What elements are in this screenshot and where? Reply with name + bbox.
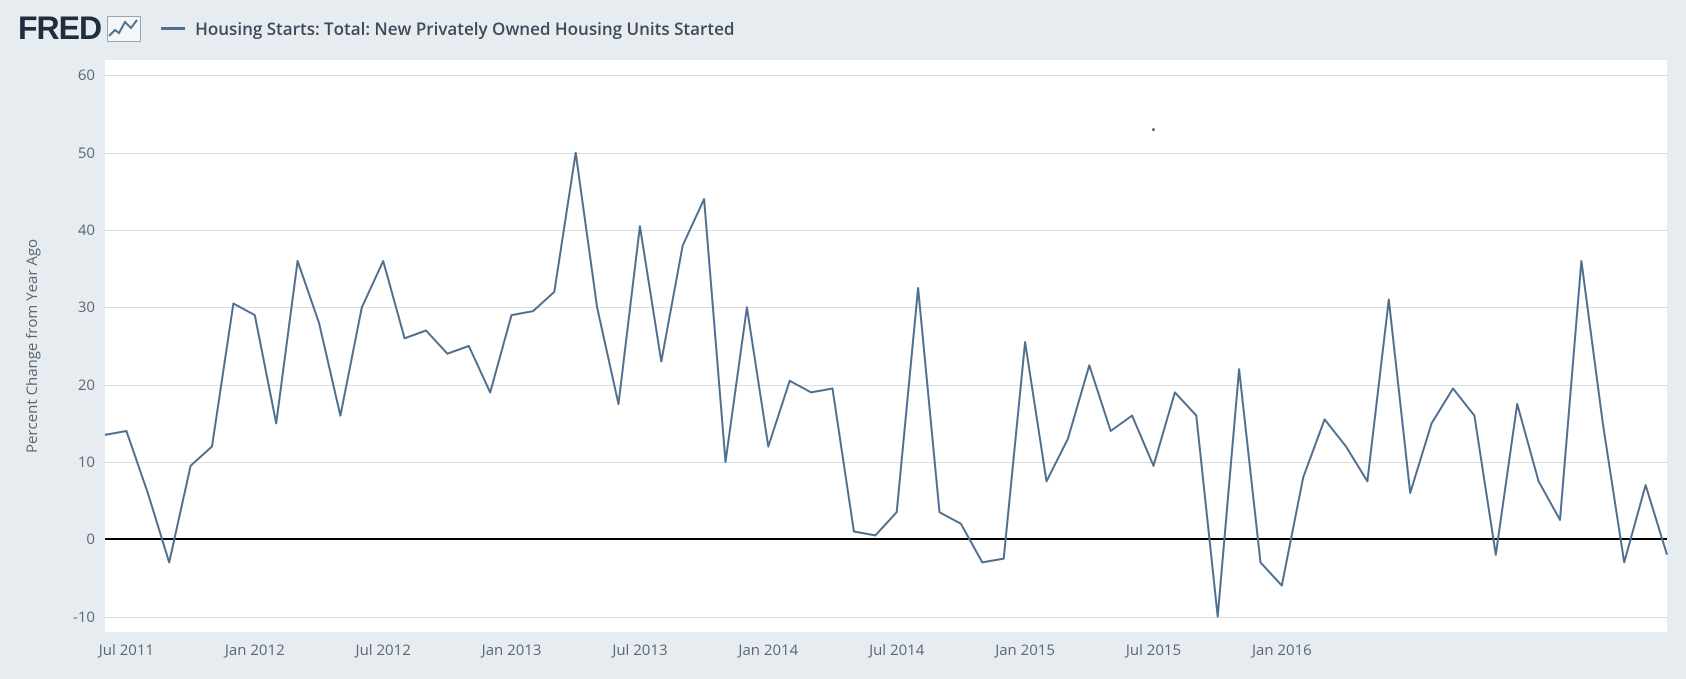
- y-tick-label: 60: [78, 65, 95, 85]
- x-tick-label: Jan 2015: [995, 640, 1055, 660]
- y-tick-label: 0: [86, 529, 95, 549]
- x-tick-label: Jan 2012: [225, 640, 285, 660]
- y-axis-label: Percent Change from Year Ago: [22, 239, 42, 453]
- fred-logo: FRED: [18, 10, 141, 47]
- y-tick-label: 20: [78, 375, 95, 395]
- y-tick-label: 50: [78, 143, 95, 163]
- chart-legend: Housing Starts: Total: New Privately Own…: [161, 17, 734, 40]
- x-tick-label: Jul 2013: [612, 640, 667, 660]
- logo-text: FRED: [18, 10, 101, 47]
- x-tick-label: Jan 2014: [738, 640, 798, 660]
- y-tick-label: 30: [78, 297, 95, 317]
- x-tick-label: Jul 2012: [356, 640, 411, 660]
- series-line: [105, 153, 1667, 617]
- data-point-marker: [1152, 128, 1155, 131]
- y-tick-label: -10: [73, 607, 95, 627]
- line-series: [105, 60, 1667, 632]
- legend-swatch: [161, 27, 185, 30]
- x-tick-label: Jul 2015: [1126, 640, 1181, 660]
- chart-container: FRED Housing Starts: Total: New Privatel…: [0, 0, 1686, 679]
- plot-area: -100102030405060Jul 2011Jan 2012Jul 2012…: [105, 60, 1667, 632]
- y-tick-label: 40: [78, 220, 95, 240]
- x-tick-label: Jan 2013: [482, 640, 542, 660]
- y-tick-label: 10: [78, 452, 95, 472]
- x-tick-label: Jul 2014: [869, 640, 924, 660]
- x-tick-label: Jul 2011: [99, 640, 154, 660]
- chart-header: FRED Housing Starts: Total: New Privatel…: [18, 10, 734, 47]
- x-tick-label: Jan 2016: [1252, 640, 1312, 660]
- chart-line-icon: [107, 16, 141, 47]
- legend-label: Housing Starts: Total: New Privately Own…: [195, 17, 734, 40]
